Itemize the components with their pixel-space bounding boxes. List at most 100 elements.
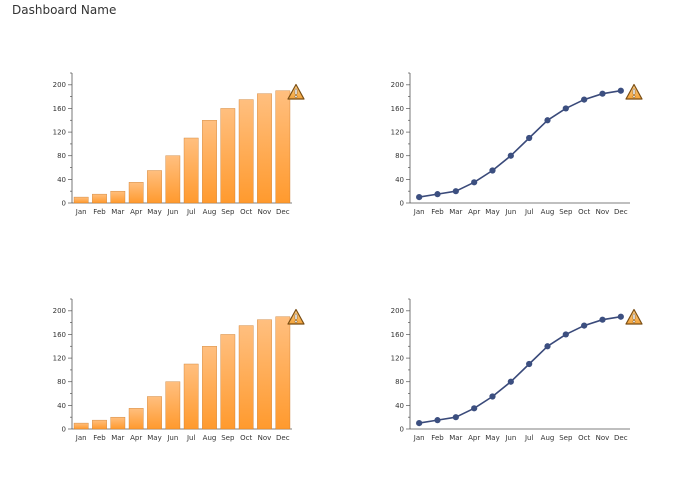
bar-aug — [202, 120, 217, 204]
x-tick-label: Feb — [431, 208, 444, 216]
warning-icon[interactable] — [625, 83, 643, 101]
y-tick-label: 80 — [57, 378, 66, 386]
x-tick-label: Jun — [504, 208, 516, 216]
x-tick-label: Aug — [203, 208, 217, 216]
point-aug — [544, 343, 551, 350]
dashboard-title: Dashboard Name — [12, 3, 117, 17]
y-tick-label: 120 — [391, 354, 404, 362]
point-jul — [526, 134, 533, 142]
point-jan — [416, 193, 423, 201]
x-tick-label: Mar — [111, 434, 124, 442]
x-tick-label: Jun — [166, 208, 178, 216]
y-tick-label: 80 — [395, 152, 404, 160]
y-tick-label: 0 — [62, 425, 66, 433]
x-tick-label: Dec — [614, 208, 628, 216]
y-tick-label: 200 — [391, 81, 404, 89]
warning-exclaim-bar — [294, 313, 298, 320]
y-tick-label: 40 — [395, 176, 404, 184]
y-tick-label: 160 — [53, 105, 66, 113]
y-tick-label: 120 — [391, 128, 404, 136]
bar-sep — [220, 108, 236, 204]
point-mar — [452, 414, 459, 421]
bar-nov — [257, 93, 272, 204]
x-tick-label: Jan — [75, 208, 87, 216]
warning-exclaim-bar — [632, 88, 636, 95]
x-tick-label: May — [147, 208, 161, 216]
x-tick-label: Sep — [221, 434, 235, 442]
warning-icon — [625, 83, 643, 100]
y-tick-label: 40 — [57, 176, 66, 184]
point-oct — [581, 96, 588, 103]
x-tick-label: Nov — [596, 208, 610, 216]
y-tick-label: 80 — [395, 378, 404, 386]
x-tick-label: Jul — [524, 208, 534, 216]
line-chart-top-right: 0 40 80 120 160 200 Jan Feb Mar Apr May Jun Jul Aug Se… — [386, 70, 684, 230]
warning-exclaim-dot — [632, 320, 636, 323]
point-mar — [452, 188, 459, 195]
warning-exclaim-dot — [294, 95, 298, 98]
bar-jan — [73, 196, 89, 204]
bar-may — [147, 396, 162, 430]
x-tick-label: Sep — [559, 434, 573, 442]
bar-mar — [110, 416, 126, 430]
x-tick-label: Oct — [240, 208, 252, 216]
series-line — [419, 89, 621, 198]
x-tick-label: Sep — [559, 208, 573, 216]
bar-chart-top-left-svg: 0 40 80 120 160 200 Jan Feb Mar Apr May Jun Jul Aug Se… — [53, 72, 292, 216]
warning-icon — [625, 308, 643, 325]
bar-chart-bottom-left-svg: 0 40 80 120 160 200 Jan Feb Mar Apr May Jun Jul Aug Se… — [53, 298, 292, 442]
bar-apr — [128, 182, 144, 204]
y-tick-label: 160 — [391, 331, 404, 339]
x-tick-label: Apr — [130, 208, 142, 216]
x-tick-label: Nov — [596, 434, 610, 442]
warning-icon[interactable] — [625, 308, 643, 326]
point-jun — [507, 378, 514, 385]
bar-chart-top-left: 0 40 80 120 160 200 Jan Feb Mar Apr May Jun Jul Aug Se… — [48, 70, 348, 230]
bar-jan — [73, 422, 89, 430]
bar-dec — [275, 90, 291, 204]
x-tick-label: Aug — [203, 434, 217, 442]
point-sep — [562, 331, 569, 338]
x-tick-label: Aug — [541, 208, 555, 216]
x-tick-label: Oct — [578, 434, 590, 442]
x-tick-label: Jun — [166, 434, 178, 442]
x-tick-label: Jul — [186, 208, 196, 216]
x-tick-label: May — [147, 434, 161, 442]
y-tick-label: 160 — [53, 331, 66, 339]
x-tick-label: May — [485, 434, 499, 442]
x-tick-label: Dec — [276, 434, 290, 442]
y-tick-label: 120 — [53, 354, 66, 362]
point-dec — [617, 87, 624, 94]
bar-apr — [128, 408, 144, 430]
x-tick-label: Mar — [449, 434, 462, 442]
bar-dec — [275, 316, 291, 430]
bar-aug — [202, 346, 217, 430]
x-tick-label: Mar — [449, 208, 462, 216]
point-jan — [416, 419, 423, 427]
bar-jul — [183, 137, 199, 204]
x-tick-label: Feb — [93, 208, 106, 216]
x-tick-label: Jan — [413, 208, 425, 216]
y-tick-label: 160 — [391, 105, 404, 113]
line-chart-bottom-right-svg: 0 40 80 120 160 200 Jan Feb Mar Apr May Jun Jul Aug Se… — [391, 298, 630, 442]
x-tick-label: Oct — [578, 208, 590, 216]
point-apr — [471, 405, 478, 412]
x-tick-label: Oct — [240, 434, 252, 442]
x-tick-label: Nov — [258, 434, 272, 442]
x-tick-label: Nov — [258, 208, 272, 216]
bar-may — [147, 170, 162, 204]
x-tick-label: Jan — [413, 434, 425, 442]
x-tick-label: Dec — [276, 208, 290, 216]
warning-icon[interactable] — [287, 308, 305, 326]
warning-icon[interactable] — [287, 83, 305, 101]
point-may — [489, 393, 496, 400]
warning-icon — [287, 308, 305, 325]
point-dec — [617, 313, 624, 320]
warning-exclaim-dot — [294, 320, 298, 323]
x-tick-label: Jul — [524, 434, 534, 442]
x-tick-label: Jul — [186, 434, 196, 442]
line-chart-top-right-svg: 0 40 80 120 160 200 Jan Feb Mar Apr May Jun Jul Aug Se… — [391, 72, 630, 216]
x-tick-label: Apr — [468, 208, 480, 216]
bar-mar — [110, 190, 126, 204]
x-tick-label: Apr — [468, 434, 480, 442]
